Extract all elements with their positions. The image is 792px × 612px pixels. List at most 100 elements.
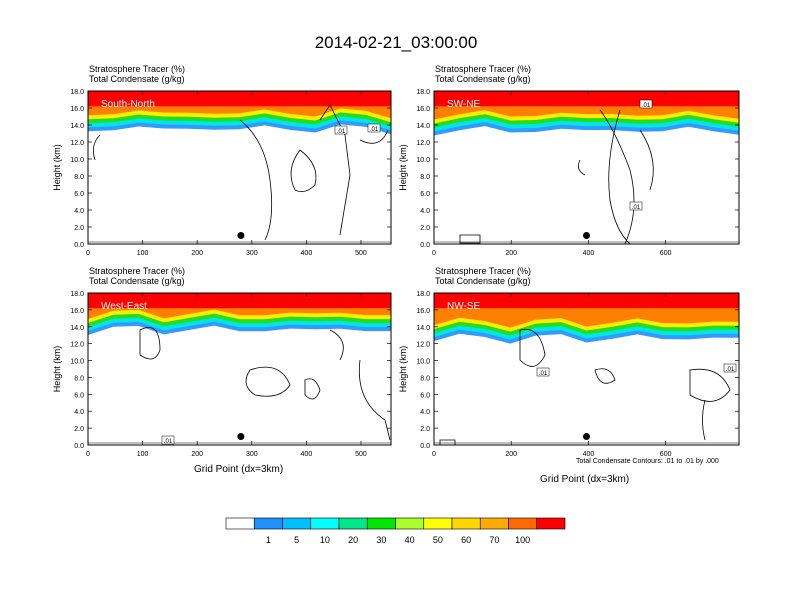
panel-title: Stratosphere Tracer (%) Total Condensate … bbox=[89, 266, 185, 286]
y-tick-label: 4.0 bbox=[74, 409, 84, 416]
y-tick-label: 12.0 bbox=[416, 342, 430, 349]
x-tick-label: 100 bbox=[137, 250, 149, 257]
x-tick-label: 500 bbox=[355, 451, 367, 458]
colorbar-swatch bbox=[282, 517, 312, 530]
y-axis-label: Height (km) bbox=[52, 144, 62, 191]
figure-title: 2014-02-21_03:00:00 bbox=[314, 33, 478, 52]
y-tick-label: 14.0 bbox=[70, 325, 84, 332]
y-tick-label: 2.0 bbox=[420, 426, 430, 433]
x-tick-label: 500 bbox=[355, 250, 367, 257]
y-tick-label: 0.0 bbox=[420, 242, 430, 249]
colorbar-label: 100 bbox=[515, 535, 530, 545]
y-tick-label: 12.0 bbox=[416, 140, 430, 147]
colorbar-label: 40 bbox=[405, 535, 415, 545]
y-tick-label: 2.0 bbox=[74, 426, 84, 433]
panel-title: Stratosphere Tracer (%) Total Condensate … bbox=[435, 266, 531, 286]
condensate-contour bbox=[608, 109, 631, 244]
y-tick-label: 12.0 bbox=[70, 342, 84, 349]
plot-frame bbox=[87, 90, 392, 245]
y-tick-label: 10.0 bbox=[70, 359, 84, 366]
y-tick-label: 6.0 bbox=[74, 392, 84, 399]
y-tick-label: 10.0 bbox=[416, 359, 430, 366]
colorbar-swatch bbox=[479, 517, 509, 530]
colorbar: 1 5 10 20 30 40 50 60 70 100 bbox=[225, 517, 566, 545]
x-tick-label: 0 bbox=[432, 250, 436, 257]
condensate-contour bbox=[239, 119, 273, 241]
contour-note: Total Condensate Contours: .01 to .01 by… bbox=[576, 458, 719, 465]
y-tick-label: 16.0 bbox=[70, 308, 84, 315]
y-tick-label: 8.0 bbox=[420, 375, 430, 382]
colorbar-swatch bbox=[310, 517, 340, 530]
colorbar-swatch bbox=[225, 517, 255, 530]
y-axis-label: Height (km) bbox=[398, 144, 408, 191]
y-tick-label: 6.0 bbox=[74, 191, 84, 198]
colorbar-swatch bbox=[451, 517, 481, 530]
contour-label: .01 bbox=[164, 439, 173, 445]
condensate-contour bbox=[290, 149, 317, 193]
tracer-band-red bbox=[88, 293, 391, 309]
y-tick-label: 8.0 bbox=[420, 174, 430, 181]
x-axis-label: Grid Point (dx=3km) bbox=[540, 474, 630, 485]
chart-panel-sw-ne: .01 .01 SW-NE 0.0 2.0 4.0 6.0 8.0 10.0 12.0 14.0 16… bbox=[398, 89, 740, 257]
panel-title-line1: Stratosphere Tracer (%) bbox=[89, 266, 186, 276]
condensate-contour bbox=[577, 159, 586, 176]
y-tick-label: 0.0 bbox=[74, 443, 84, 450]
contour-label-box bbox=[161, 435, 175, 445]
chart-panel-nw-se: .01 .01 NW-SE 0.0 2.0 4.0 6.0 8.0 10.0 12.0 14.0 16… bbox=[398, 291, 740, 458]
condensate-contour bbox=[245, 366, 291, 397]
location-marker bbox=[237, 232, 245, 239]
colorbar-label: 5 bbox=[294, 535, 299, 545]
panel-label: NW-SE bbox=[447, 301, 480, 312]
condensate-contour bbox=[358, 359, 391, 441]
contour-label: .01 bbox=[642, 103, 651, 109]
y-axis-label: Height (km) bbox=[398, 346, 408, 393]
panel-title-line2: Total Condensate (g/kg) bbox=[435, 74, 531, 84]
tracer-band-red bbox=[434, 293, 739, 309]
x-tick-label: 400 bbox=[583, 451, 595, 458]
contour-label-box bbox=[723, 363, 737, 373]
contour-label: .01 bbox=[539, 371, 548, 377]
x-tick-label: 200 bbox=[505, 250, 517, 257]
contour-label-box bbox=[367, 123, 381, 133]
y-tick-label: 2.0 bbox=[74, 225, 84, 232]
panel-label: West-East bbox=[101, 301, 147, 312]
panel-title-line1: Stratosphere Tracer (%) bbox=[435, 64, 532, 74]
contour-label: .01 bbox=[726, 367, 735, 373]
y-tick-label: 16.0 bbox=[416, 106, 430, 113]
x-tick-label: 0 bbox=[432, 451, 436, 458]
condensate-contour bbox=[702, 399, 706, 441]
panel-title-line1: Stratosphere Tracer (%) bbox=[435, 266, 532, 276]
colorbar-swatch bbox=[366, 517, 396, 530]
condensate-contour bbox=[459, 234, 481, 244]
location-marker bbox=[583, 433, 590, 441]
condensate-contour bbox=[319, 104, 351, 236]
colorbar-label: 1 bbox=[266, 535, 271, 545]
chart-panel-west-east: .01 West-East 0.0 2.0 4.0 6.0 8.0 10.0 12.0 14.0 1… bbox=[52, 291, 392, 458]
tracer-band-red bbox=[88, 91, 391, 107]
panel-label: SW-NE bbox=[447, 99, 480, 110]
condensate-contour bbox=[139, 327, 161, 360]
x-tick-label: 400 bbox=[583, 250, 595, 257]
x-tick-label: 200 bbox=[191, 250, 203, 257]
x-tick-label: 400 bbox=[301, 451, 313, 458]
chart-panel-south-north: .01 .01 South-North 0.0 2.0 4.0 6.0 8.0 10.0 12.0… bbox=[52, 89, 392, 257]
contour-label: .01 bbox=[370, 127, 379, 133]
colorbar-swatch bbox=[395, 517, 425, 530]
tracer-band-red bbox=[434, 91, 739, 107]
x-tick-label: 600 bbox=[660, 451, 672, 458]
y-tick-label: 12.0 bbox=[70, 140, 84, 147]
colorbar-label: 60 bbox=[461, 535, 471, 545]
panel-label: South-North bbox=[101, 99, 155, 110]
plot-area: .01 .01 bbox=[434, 293, 739, 445]
colorbar-label: 30 bbox=[376, 535, 386, 545]
x-tick-label: 200 bbox=[191, 451, 203, 458]
plot-area: .01 .01 bbox=[434, 91, 739, 244]
colorbar-label: 20 bbox=[348, 535, 358, 545]
colorbar-swatch bbox=[338, 517, 368, 530]
panel-title-line2: Total Condensate (g/kg) bbox=[435, 276, 531, 286]
y-tick-label: 2.0 bbox=[420, 225, 430, 232]
plot-frame bbox=[87, 292, 392, 446]
colorbar-swatch bbox=[508, 517, 538, 530]
plot-frame bbox=[433, 90, 740, 245]
